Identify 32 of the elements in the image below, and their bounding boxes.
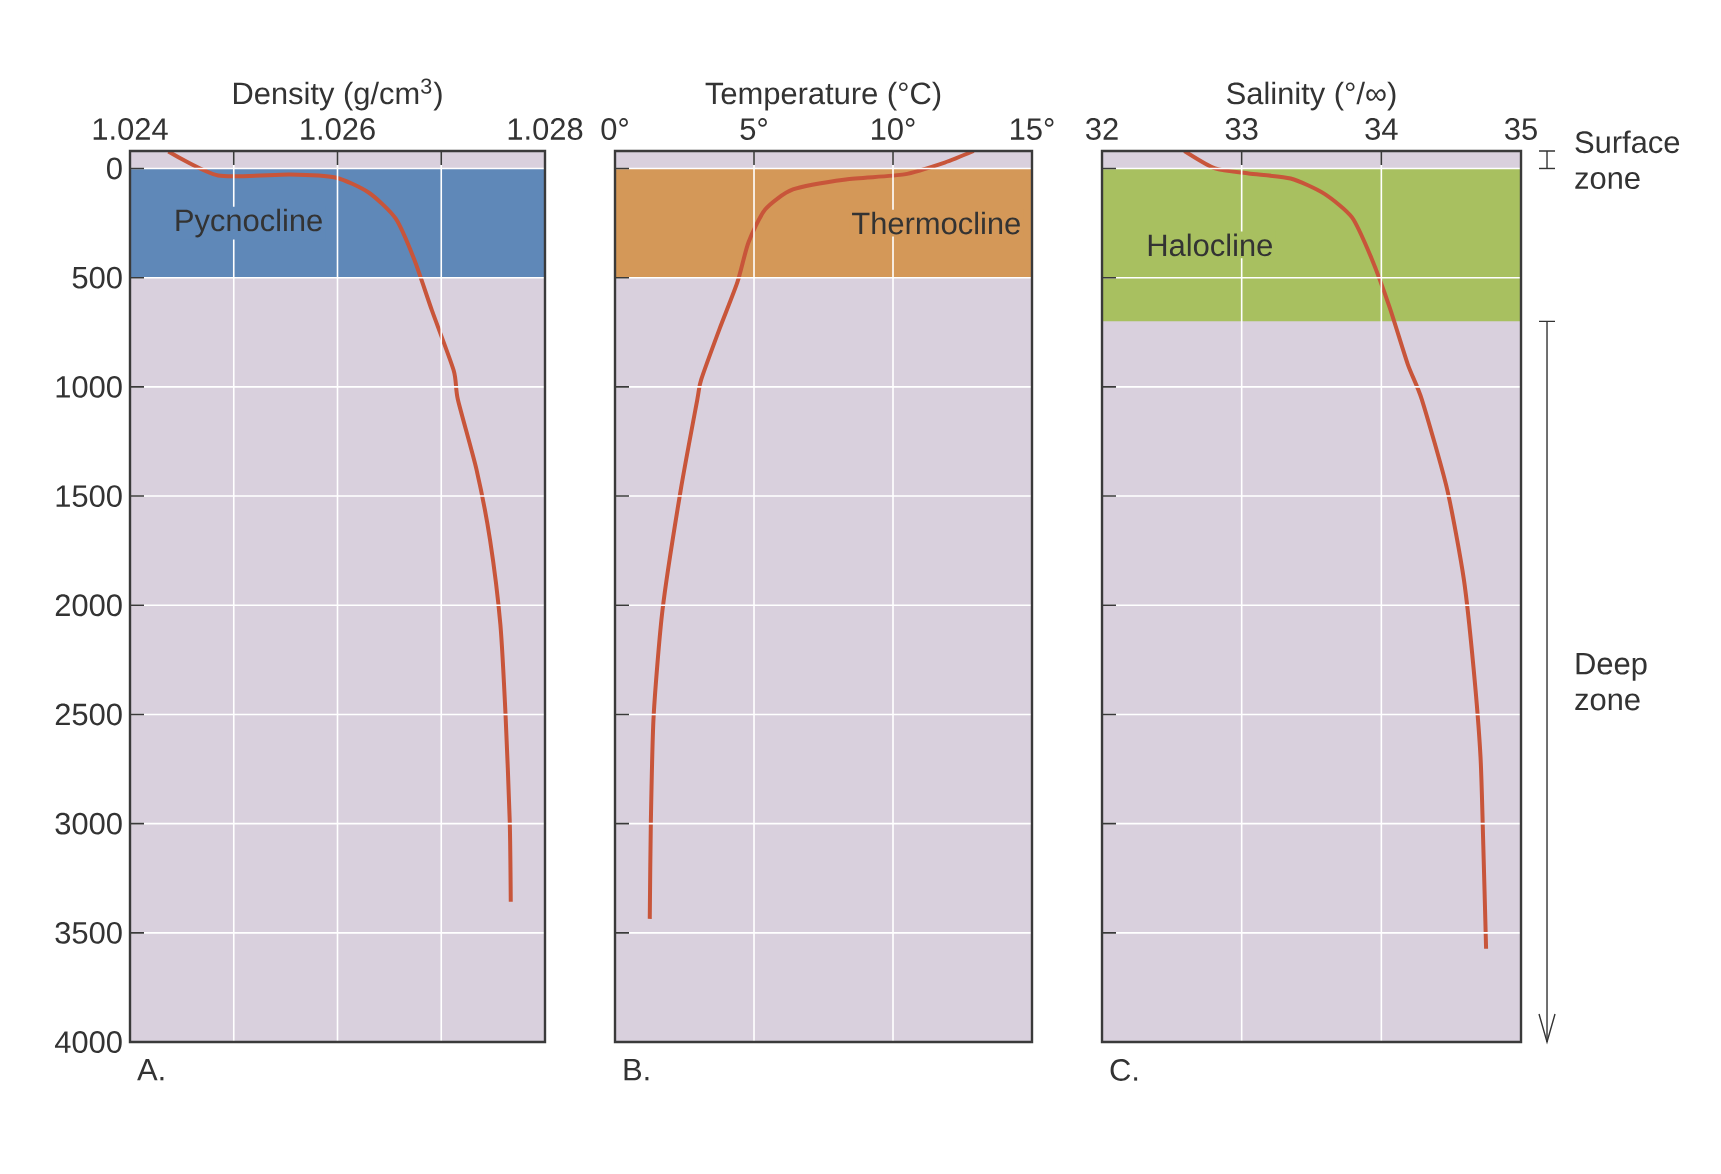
x-tick-label: 35 (1505, 118, 1537, 140)
y-tick-label: 3500 (55, 921, 122, 944)
y-tick-label: 1000 (56, 375, 122, 398)
x-tick-label: 33 (1225, 118, 1258, 140)
y-tick-label: 2500 (55, 703, 122, 726)
band-label: Pycnocline (176, 208, 322, 238)
x-axis-title: Temperature (°C) (705, 81, 941, 111)
x-tick-label: 34 (1365, 118, 1398, 140)
x-tick-label: 1.026 (301, 118, 375, 140)
y-tick-label: 0 (107, 157, 122, 180)
text: C. (1110, 1059, 1138, 1081)
y-tick-label: 1500 (56, 485, 122, 508)
y-tick-label: 2000 (55, 594, 122, 617)
x-tick-label: 1.024 (93, 118, 168, 140)
text: B. (624, 1059, 649, 1081)
x-axis-title: Salinity (°/∞) (1227, 81, 1396, 111)
x-tick-label: 32 (1086, 118, 1118, 140)
x-tick-label: 10° (872, 118, 915, 140)
x-axis-title: Density (g/cm$^{3}$) (233, 78, 442, 111)
text: Deep zone (1575, 652, 1647, 711)
band-label: Thermocline (852, 211, 1020, 235)
text: Surface zone (1575, 130, 1680, 190)
y-tick-label: 3000 (55, 812, 122, 835)
x-tick-label: 0° (601, 118, 628, 140)
band-label: Halocline (1148, 233, 1272, 257)
y-tick-label: 4000 (54, 1031, 122, 1053)
x-tick-label: 15° (1011, 118, 1054, 140)
x-tick-label: 5° (740, 118, 767, 140)
line-series (166, 151, 513, 904)
x-tick-label: 1.028 (508, 118, 583, 140)
text: A. (137, 1059, 164, 1081)
y-tick-label: 500 (72, 266, 122, 289)
